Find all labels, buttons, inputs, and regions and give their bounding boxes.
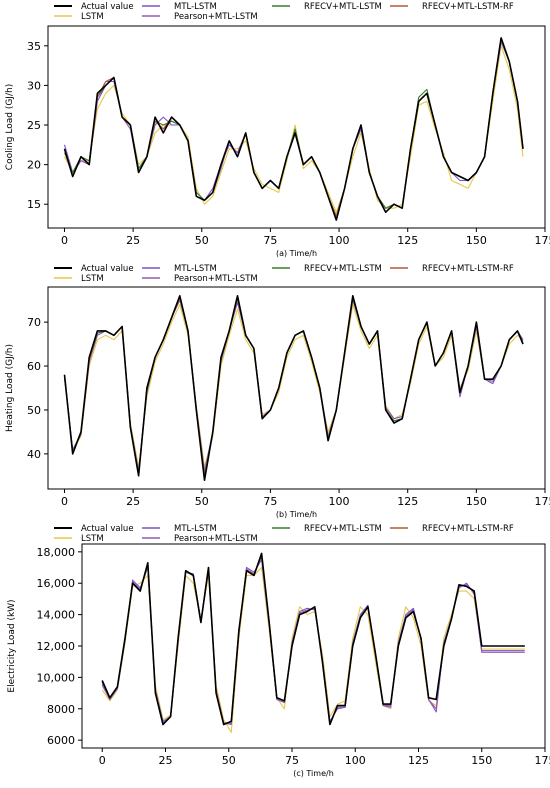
legend-label: LSTM xyxy=(81,534,104,544)
series-line-rfecv-mtl-lstm-rf xyxy=(101,552,525,726)
legend-label: Pearson+MTL-LSTM xyxy=(174,274,258,284)
x-axis-label: (c) Time/h xyxy=(293,769,334,778)
legend-label: MTL-LSTM xyxy=(174,524,217,534)
plot-frame xyxy=(47,25,546,229)
legend-label: RFECV+MTL-LSTM xyxy=(304,2,382,12)
series-line-rfecv-mtl-lstm xyxy=(101,554,525,726)
y-tick-label: 12,000 xyxy=(37,640,76,653)
y-tick-label: 15 xyxy=(27,198,41,211)
y-tick-label: 16,000 xyxy=(37,577,76,590)
series-line-lstm xyxy=(64,45,524,213)
legend-label: RFECV+MTL-LSTM-RF xyxy=(422,524,514,534)
legend-label: RFECV+MTL-LSTM-RF xyxy=(422,2,514,12)
y-tick-label: 25 xyxy=(27,119,41,132)
x-tick-label: 150 xyxy=(466,234,487,247)
y-tick-label: 35 xyxy=(27,40,41,53)
legend-label: MTL-LSTM xyxy=(174,2,217,12)
legend-label: Pearson+MTL-LSTM xyxy=(174,534,258,544)
y-tick-label: 70 xyxy=(27,316,41,329)
chart-panel-3: 0 25 50 75 100 125 150 175 6000 8000 10,000 12,000 1… xyxy=(7,524,550,778)
y-tick-label: 50 xyxy=(27,404,41,417)
legend-label: Actual value xyxy=(81,264,134,274)
x-tick-label: 25 xyxy=(158,754,172,767)
x-tick-label: 100 xyxy=(345,754,366,767)
y-axis-label: Cooling Load (GJ/h) xyxy=(5,84,15,170)
y-axis-label: Electricity Load (kW) xyxy=(7,599,17,692)
chart-panel-2: 0 25 50 75 100 125 150 175 40 50 60 70 (b) Time/h Hea… xyxy=(5,264,550,519)
legend-label: RFECV+MTL-LSTM xyxy=(304,264,382,274)
x-tick-label: 50 xyxy=(195,495,209,508)
series-line-lstm xyxy=(101,566,525,733)
x-tick-label: 25 xyxy=(126,495,140,508)
y-axis-label: Heating Load (GJ/h) xyxy=(5,344,15,432)
y-tick-label: 10,000 xyxy=(37,671,76,684)
series-line-actual-value xyxy=(63,37,524,221)
y-tick-label: 40 xyxy=(27,448,41,461)
x-tick-label: 150 xyxy=(471,754,492,767)
legend-label: RFECV+MTL-LSTM-RF xyxy=(422,264,514,274)
x-tick-label: 125 xyxy=(397,495,418,508)
y-tick-label: 60 xyxy=(27,360,41,373)
series-line-pearson-mtl-lstm xyxy=(101,557,525,724)
plot-frame xyxy=(47,286,546,490)
y-tick-label: 8000 xyxy=(47,703,75,716)
x-tick-label: 150 xyxy=(466,495,487,508)
x-tick-label: 75 xyxy=(285,754,299,767)
x-tick-label: 0 xyxy=(99,754,106,767)
x-tick-label: 0 xyxy=(61,234,68,247)
legend-label: RFECV+MTL-LSTM xyxy=(304,524,382,534)
x-tick-label: 25 xyxy=(126,234,140,247)
plot-frame xyxy=(81,543,546,749)
legend-label: LSTM xyxy=(81,274,104,284)
x-tick-label: 100 xyxy=(329,495,350,508)
series-line-rfecv-mtl-lstm-rf xyxy=(63,37,524,217)
series-line-mtl-lstm xyxy=(101,559,525,726)
x-tick-label: 175 xyxy=(535,234,550,247)
x-axis-label: (b) Time/h xyxy=(276,510,317,519)
legend-label: Actual value xyxy=(81,2,134,12)
x-tick-label: 125 xyxy=(408,754,429,767)
series-line-actual-value xyxy=(63,294,524,482)
y-tick-label: 14,000 xyxy=(37,609,76,622)
legend-label: LSTM xyxy=(81,12,104,22)
series-line-actual-value xyxy=(101,552,525,726)
x-tick-label: 50 xyxy=(222,754,236,767)
series-line-rfecv-mtl-lstm xyxy=(63,37,524,217)
legend-label: Pearson+MTL-LSTM xyxy=(174,12,258,22)
y-tick-label: 6000 xyxy=(47,734,75,747)
y-tick-label: 20 xyxy=(27,159,41,172)
x-axis-label: (a) Time/h xyxy=(276,249,317,258)
legend-label: Actual value xyxy=(81,524,134,534)
y-tick-label: 18,000 xyxy=(37,546,76,559)
x-tick-label: 125 xyxy=(397,234,418,247)
x-tick-label: 0 xyxy=(61,495,68,508)
legend-label: MTL-LSTM xyxy=(174,264,217,274)
x-tick-label: 175 xyxy=(535,754,550,767)
series-line-rfecv-mtl-lstm-rf xyxy=(63,295,524,479)
x-tick-label: 100 xyxy=(329,234,350,247)
y-tick-label: 30 xyxy=(27,79,41,92)
x-tick-label: 75 xyxy=(263,495,277,508)
x-tick-label: 175 xyxy=(535,495,550,508)
x-tick-label: 75 xyxy=(263,234,277,247)
x-tick-label: 50 xyxy=(195,234,209,247)
chart-panel-1: 0 25 50 75 100 125 150 175 15 20 25 30 35 (a) Time/h C… xyxy=(5,2,550,258)
